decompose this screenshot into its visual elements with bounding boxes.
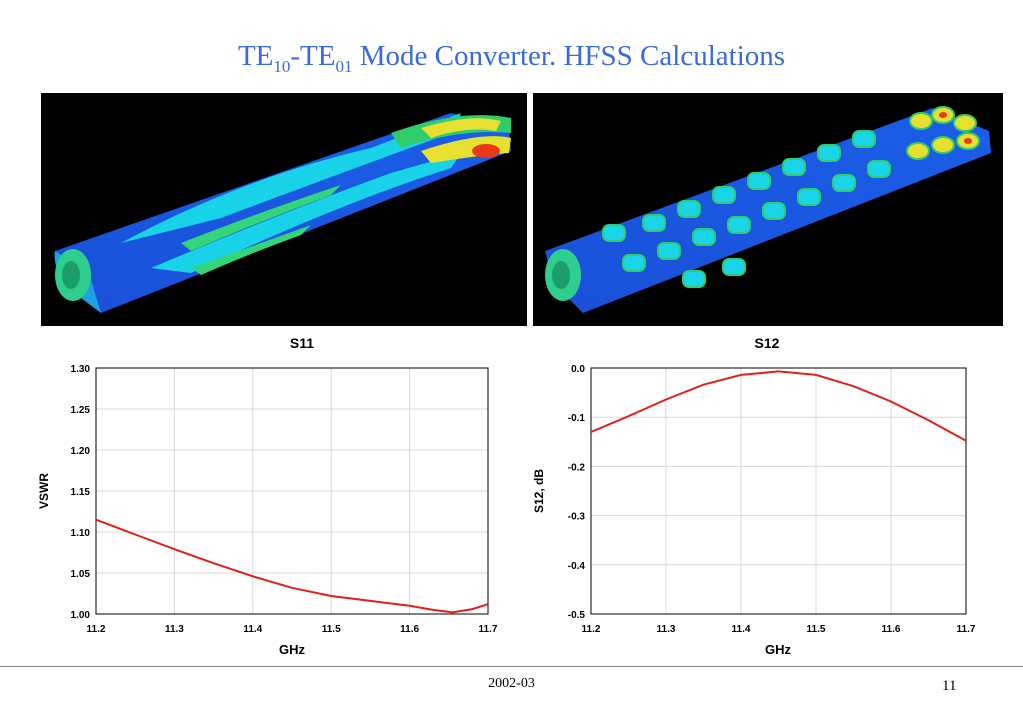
x-tick-label: 11.4 [732,624,751,635]
vswr-curve [95,518,489,614]
y-tick-label: -0.2 [568,462,586,473]
y-tick-label: -0.3 [568,512,586,523]
x-tick-labels: 11.2 11.3 11.4 11.5 11.6 11.7 [87,624,498,635]
y-tick-label: 1.15 [71,487,91,498]
x-tick-labels: 11.2 11.3 11.4 11.5 11.6 11.7 [582,624,976,635]
page-number: 11 [942,678,957,694]
y-axis-label: VSWR [37,473,51,509]
x-tick-label: 11.3 [165,624,184,635]
title-subscript: 10 [273,56,291,76]
x-tick-label: 11.2 [87,624,106,635]
plot-frame [95,367,489,615]
title-part: Mode Converter. HFSS Calculations [352,40,786,72]
footer-date: 2002-03 [488,676,535,691]
s12-curve [590,370,967,442]
x-axis-label: GHz [765,642,792,657]
chart-title: S11 [290,335,314,351]
x-tick-label: 11.7 [957,624,976,635]
y-tick-labels: 0.0 -0.1 -0.2 -0.3 -0.4 -0.5 [568,364,586,621]
y-tick-label: -0.5 [568,610,586,621]
y-axis-label: S12, dB [532,469,546,513]
y-tick-label: 1.00 [71,610,91,621]
y-tick-label: 1.25 [71,405,91,416]
y-tick-labels: 1.30 1.25 1.20 1.15 1.10 1.05 1.00 [71,364,91,621]
x-tick-label: 11.5 [322,624,341,635]
title-part: TE [237,40,274,72]
x-tick-label: 11.4 [243,624,262,635]
chart-s12: S12 0.0 -0.1 -0.2 -0.3 -0.4 -0.5 11.2 11.3 11.4… [525,332,995,662]
y-tick-label: 1.10 [71,528,91,539]
title-subscript: 01 [335,56,353,76]
y-tick-label: -0.4 [568,561,586,572]
field-plot-te01-image [533,93,1003,326]
field-plot-te10-image [41,93,527,326]
plot-frame [590,367,967,615]
title-part: -TE [290,40,336,72]
grid-lines [95,367,489,615]
footer-divider [0,666,1023,667]
x-tick-label: 11.7 [479,624,498,635]
y-tick-label: 1.30 [71,364,91,375]
slide-title: TE10-TE01 Mode Converter. HFSS Calculati… [0,40,1023,77]
grid-lines [590,367,967,615]
x-axis-label: GHz [279,642,306,657]
chart-s11: S11 1.30 1.25 1.20 1.15 1.10 1.05 1.00 11.2 11.… [30,332,510,662]
y-tick-label: -0.1 [568,413,586,424]
y-tick-label: 1.20 [71,446,91,457]
y-tick-label: 1.05 [71,569,91,580]
y-tick-label: 0.0 [571,364,585,375]
x-tick-label: 11.5 [807,624,826,635]
x-tick-label: 11.6 [882,624,901,635]
x-tick-label: 11.2 [582,624,601,635]
x-tick-label: 11.3 [657,624,676,635]
x-tick-label: 11.6 [400,624,419,635]
chart-title: S12 [755,335,780,351]
